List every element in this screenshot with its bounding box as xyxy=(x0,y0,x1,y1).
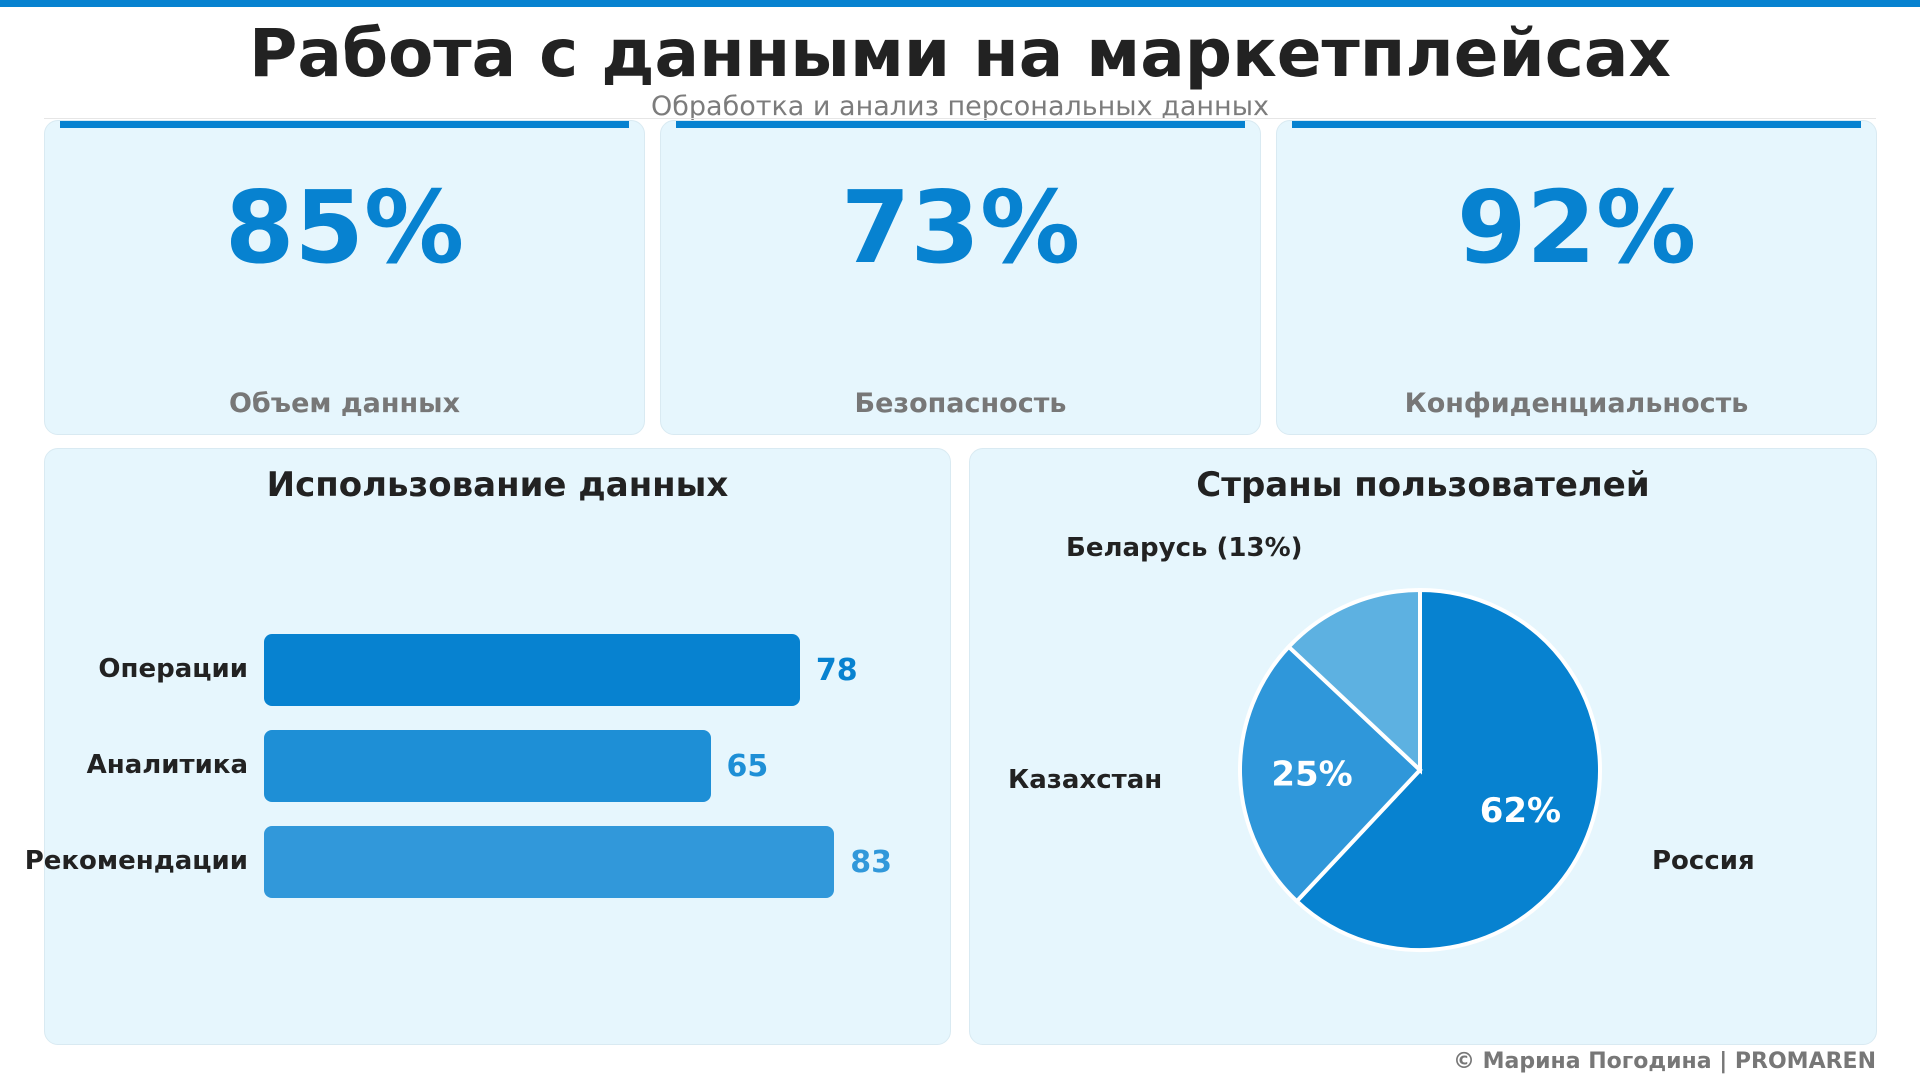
kpi-value-confidentiality: 92% xyxy=(1456,169,1697,286)
bar-category-label: Рекомендации xyxy=(24,846,248,876)
kpi-accent-bar xyxy=(1292,121,1861,128)
kpi-label-confidentiality: Конфиденциальность xyxy=(1404,388,1749,419)
pie-slice xyxy=(1285,587,1422,775)
pie-external-label: Казахстан xyxy=(1008,765,1163,795)
footer-credit: © Марина Погодина | PROMAREN xyxy=(1452,1049,1876,1074)
kpi-card-data-volume xyxy=(44,120,645,435)
pie-slice-percent-label: 25% xyxy=(1271,754,1352,794)
pie-external-label: Беларусь (13%) xyxy=(1066,533,1303,563)
pie-chart-title: Страны пользователей xyxy=(1196,465,1650,505)
kpi-value-data-volume: 85% xyxy=(224,169,465,286)
page-title: Работа с данными на маркетплейсах xyxy=(249,15,1671,92)
kpi-label-security: Безопасность xyxy=(854,388,1067,419)
bar-value-label: 78 xyxy=(815,653,858,688)
page-subtitle: Обработка и анализ персональных данных xyxy=(650,91,1270,122)
kpi-card-confidentiality xyxy=(1276,120,1877,435)
top-accent-bar xyxy=(0,0,1920,7)
bar-category-label: Аналитика xyxy=(86,750,248,780)
kpi-value-security: 73% xyxy=(840,169,1081,286)
header-divider xyxy=(44,118,1876,119)
bar-value-label: 65 xyxy=(726,749,769,784)
bar xyxy=(264,730,711,802)
kpi-accent-bar xyxy=(60,121,629,128)
pie-chart: 62% 25% xyxy=(1238,587,1602,952)
bar-value-label: 83 xyxy=(850,845,892,880)
pie-external-label: Россия xyxy=(1652,846,1755,876)
kpi-card-security xyxy=(660,120,1261,435)
bar-category-label: Операции xyxy=(98,654,248,684)
pie-slice xyxy=(1293,587,1602,952)
pie-slice-percent-label: 62% xyxy=(1480,791,1561,831)
kpi-label-data-volume: Объем данных xyxy=(228,388,461,419)
kpi-accent-bar xyxy=(676,121,1245,128)
bar xyxy=(264,826,835,898)
bar xyxy=(264,634,800,706)
pie-slice xyxy=(1238,643,1423,905)
bar-chart-title: Использование данных xyxy=(266,465,729,505)
